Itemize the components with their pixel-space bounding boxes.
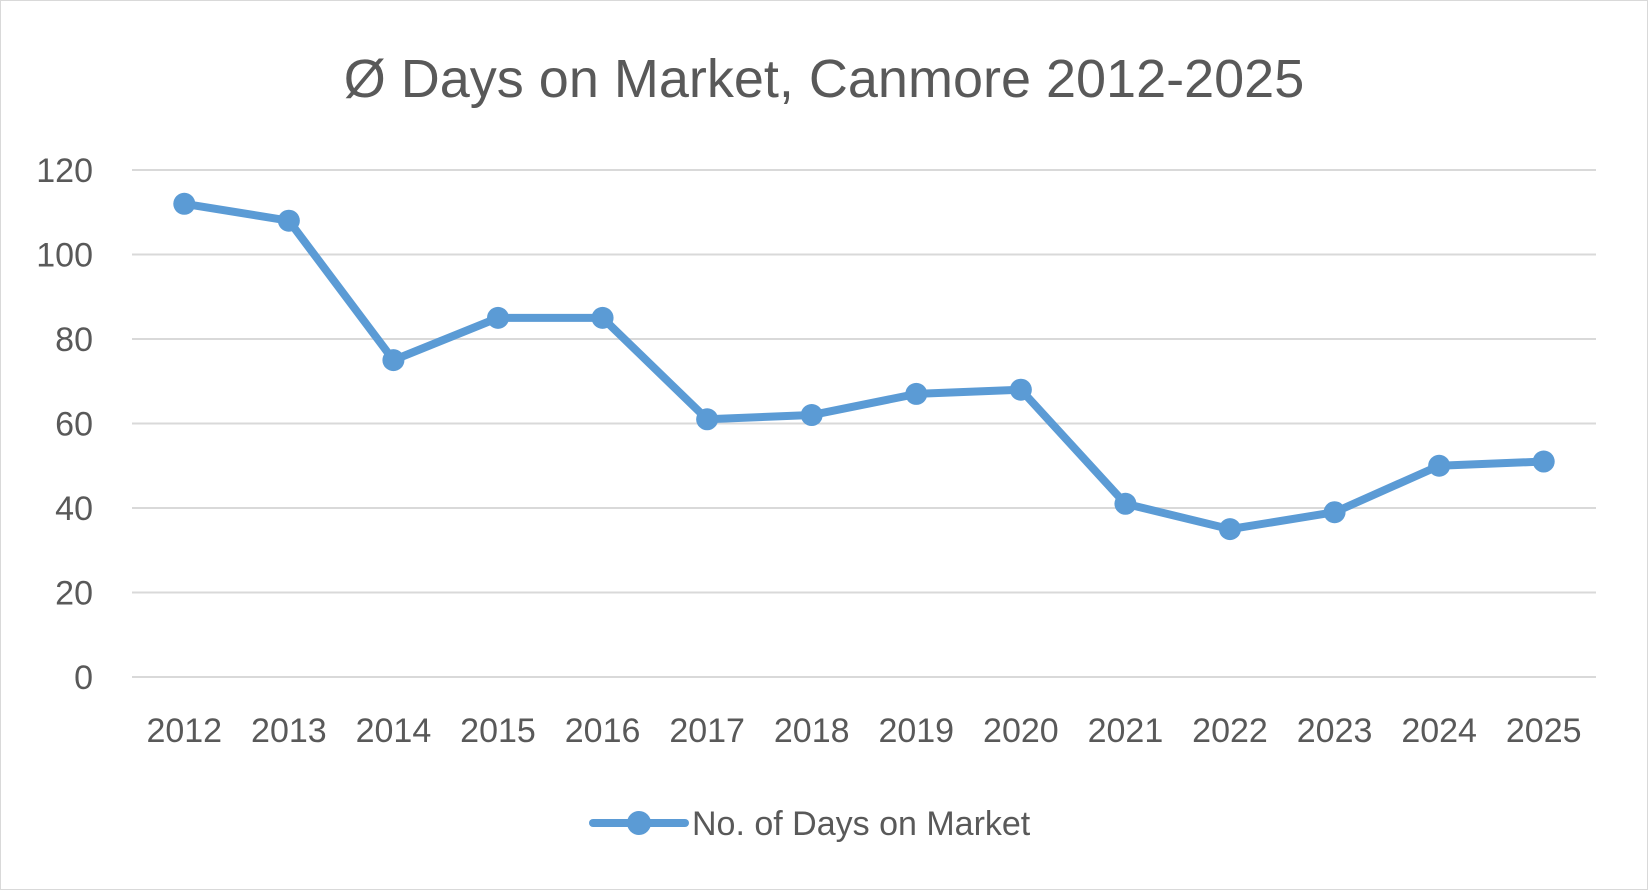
x-tick-label: 2012 xyxy=(146,712,222,750)
x-tick-label: 2020 xyxy=(983,712,1059,750)
legend-label: No. of Days on Market xyxy=(692,805,1031,843)
legend-dot-marker xyxy=(627,811,651,835)
x-tick-label: 2022 xyxy=(1192,712,1268,750)
y-tick-label: 120 xyxy=(36,152,93,190)
x-axis-labels: 2012 2013 2014 2015 2016 2017 2018 2019 2020 2021… xyxy=(146,712,1581,750)
x-tick-label: 2016 xyxy=(565,712,641,750)
data-point xyxy=(591,306,614,329)
data-point xyxy=(1428,454,1451,477)
x-tick-label: 2017 xyxy=(669,712,745,750)
y-tick-label: 20 xyxy=(55,575,93,613)
data-point xyxy=(277,209,300,232)
x-tick-label: 2023 xyxy=(1297,712,1373,750)
x-tick-label: 2015 xyxy=(460,712,536,750)
series-layer xyxy=(173,192,1555,541)
x-tick-label: 2019 xyxy=(878,712,954,750)
legend: No. of Days on Market xyxy=(589,805,1031,843)
data-point xyxy=(905,382,928,405)
data-point xyxy=(382,349,405,372)
y-tick-label: 40 xyxy=(55,490,93,528)
gridlines xyxy=(132,169,1596,678)
x-tick-label: 2025 xyxy=(1506,712,1582,750)
y-tick-label: 0 xyxy=(74,659,93,697)
data-point xyxy=(173,192,196,215)
x-tick-label: 2014 xyxy=(356,712,432,750)
data-point xyxy=(1009,378,1032,401)
data-point xyxy=(487,306,509,329)
data-point xyxy=(800,404,823,427)
chart-title: Ø Days on Market, Canmore 2012-2025 xyxy=(344,49,1304,109)
data-point xyxy=(1219,518,1241,541)
y-axis-labels: 0 20 40 60 80 100 120 xyxy=(36,152,93,697)
data-point xyxy=(1532,450,1555,473)
series-line xyxy=(180,199,1548,534)
x-tick-label: 2024 xyxy=(1401,712,1477,750)
y-tick-label: 80 xyxy=(55,321,93,359)
data-point xyxy=(1323,501,1346,524)
x-tick-label: 2013 xyxy=(251,712,327,750)
y-tick-label: 100 xyxy=(36,237,93,275)
data-point xyxy=(696,408,719,431)
data-point xyxy=(1114,492,1137,515)
x-tick-label: 2021 xyxy=(1088,712,1164,750)
y-tick-label: 60 xyxy=(55,406,93,444)
x-tick-label: 2018 xyxy=(774,712,850,750)
